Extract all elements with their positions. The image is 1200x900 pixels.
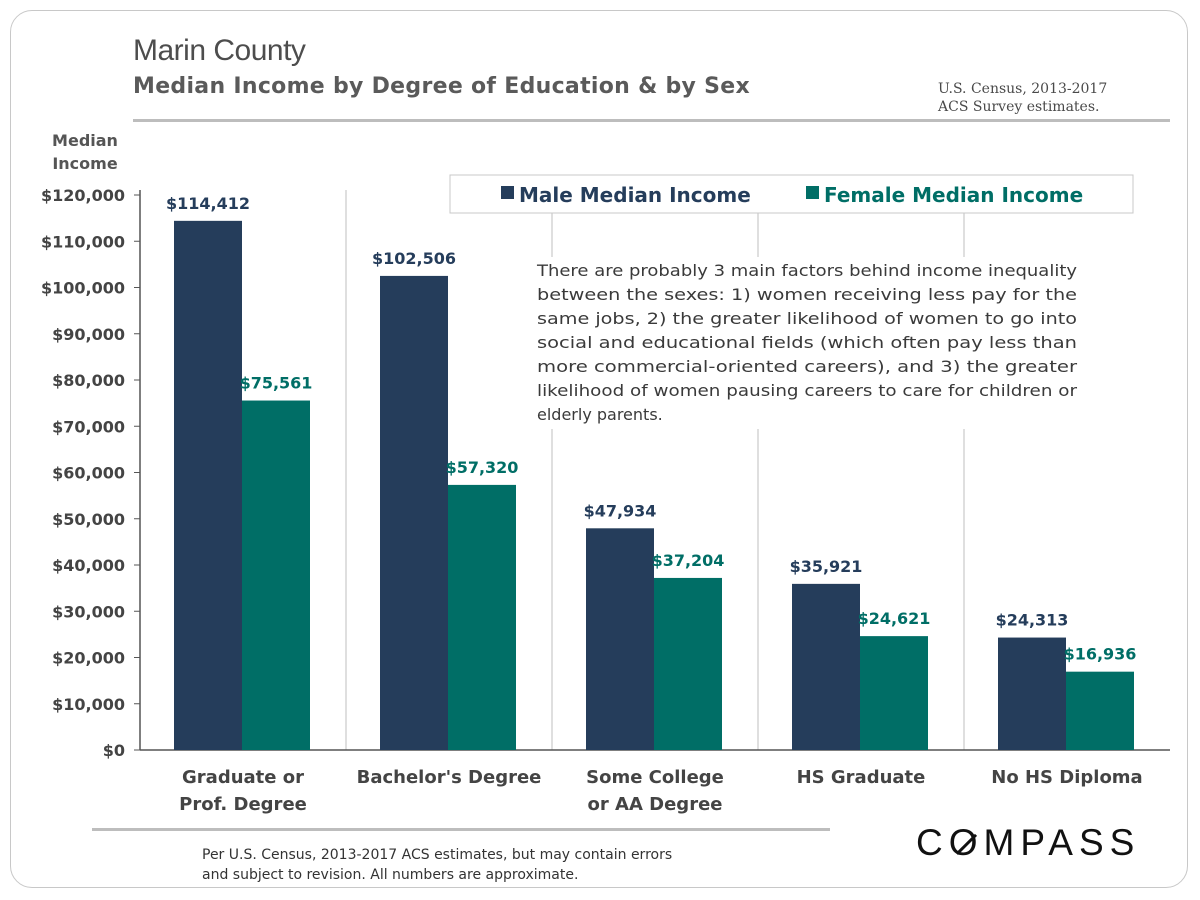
x-category-label: Graduate or bbox=[182, 767, 304, 788]
annotation-line: elderly parents. bbox=[537, 405, 663, 424]
footnote-line-1: Per U.S. Census, 2013-2017 ACS estimates… bbox=[202, 847, 673, 863]
source-note: U.S. Census, 2013-2017 ACS Survey estima… bbox=[938, 80, 1107, 116]
x-category-label: Bachelor's Degree bbox=[357, 767, 542, 788]
y-tick-label: $50,000 bbox=[52, 510, 125, 529]
male-value-label: $47,934 bbox=[584, 501, 657, 520]
y-tick-label: $30,000 bbox=[52, 602, 125, 621]
footnote: Per U.S. Census, 2013-2017 ACS estimates… bbox=[202, 845, 672, 885]
female-value-label: $24,621 bbox=[858, 609, 931, 628]
male-value-label: $35,921 bbox=[790, 557, 863, 576]
logo-text-post: MPASS bbox=[983, 822, 1141, 863]
y-tick-label: $110,000 bbox=[41, 232, 125, 251]
y-tick-label: $70,000 bbox=[52, 417, 125, 436]
page-subtitle: Median Income by Degree of Education & b… bbox=[133, 74, 751, 99]
y-tick-label: $20,000 bbox=[52, 649, 125, 668]
annotation-line: There are probably 3 main factors behind… bbox=[536, 261, 1077, 280]
logo-o-mark: O bbox=[948, 822, 984, 863]
footer-divider bbox=[92, 828, 830, 831]
logo-text-pre: C bbox=[916, 822, 949, 863]
annotation-line: social and educational fields (which oft… bbox=[537, 333, 1077, 352]
female-value-label: $75,561 bbox=[240, 374, 313, 393]
female-bar bbox=[448, 484, 516, 750]
annotation-line: more commercial-oriented careers), and 3… bbox=[537, 357, 1078, 376]
slide-frame bbox=[10, 10, 1188, 888]
compass-logo: COMPASS bbox=[916, 822, 1140, 864]
female-bar bbox=[860, 636, 928, 750]
y-tick-label: $80,000 bbox=[52, 371, 125, 390]
page-title: Marin County bbox=[133, 34, 306, 67]
footnote-line-2: and subject to revision. All numbers are… bbox=[202, 867, 579, 883]
male-bar bbox=[792, 583, 860, 750]
female-bar bbox=[242, 400, 310, 750]
y-tick-label: $100,000 bbox=[41, 279, 125, 298]
female-bar bbox=[1066, 671, 1134, 750]
annotation-line: same jobs, 2) the greater likelihood of … bbox=[537, 309, 1077, 328]
annotation-line: likelihood of women pausing careers to c… bbox=[537, 381, 1077, 400]
y-tick-label: $120,000 bbox=[41, 186, 125, 205]
header-divider bbox=[133, 119, 1170, 122]
x-category-label: Prof. Degree bbox=[179, 794, 307, 815]
male-bar bbox=[174, 220, 242, 751]
x-category-label: or AA Degree bbox=[588, 794, 723, 815]
legend-swatch-male bbox=[501, 186, 514, 199]
y-tick-label: $60,000 bbox=[52, 464, 125, 483]
y-tick-label: $0 bbox=[103, 741, 125, 760]
female-value-label: $16,936 bbox=[1064, 645, 1137, 664]
male-bar bbox=[380, 275, 448, 750]
y-axis-label-line-2: Income bbox=[52, 154, 117, 173]
female-value-label: $37,204 bbox=[652, 551, 725, 570]
male-value-label: $102,506 bbox=[372, 249, 456, 268]
x-category-label: HS Graduate bbox=[797, 767, 926, 788]
female-bar bbox=[654, 577, 722, 750]
source-line-2: ACS Survey estimates. bbox=[938, 99, 1100, 115]
legend-label-male: Male Median Income bbox=[519, 183, 751, 207]
male-value-label: $114,412 bbox=[166, 194, 250, 213]
legend-label-female: Female Median Income bbox=[824, 183, 1083, 207]
legend-box bbox=[449, 174, 1134, 214]
female-value-label: $57,320 bbox=[446, 458, 519, 477]
y-tick-label: $10,000 bbox=[52, 695, 125, 714]
annotation-background bbox=[530, 257, 1090, 429]
legend-swatch-female bbox=[806, 186, 819, 199]
y-axis-label-line-1: Median bbox=[52, 131, 118, 150]
y-tick-label: $90,000 bbox=[52, 325, 125, 344]
annotation-line: between the sexes: 1) women receiving le… bbox=[537, 285, 1077, 304]
source-line-1: U.S. Census, 2013-2017 bbox=[938, 81, 1108, 97]
x-category-label: Some College bbox=[586, 767, 724, 788]
y-tick-label: $40,000 bbox=[52, 556, 125, 575]
male-bar bbox=[586, 528, 654, 750]
male-value-label: $24,313 bbox=[996, 611, 1069, 630]
x-category-label: No HS Diploma bbox=[991, 767, 1142, 788]
male-bar bbox=[998, 637, 1066, 750]
